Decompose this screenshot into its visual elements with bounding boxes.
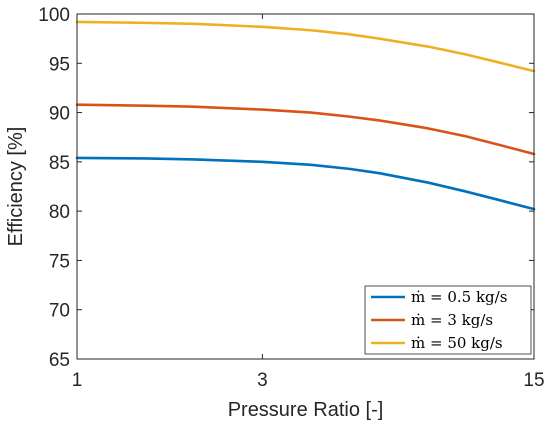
y-tick-label: 100 xyxy=(38,5,70,26)
series-layer xyxy=(75,20,536,211)
legend: ṁ = 0.5 kg/s ṁ = 3 kg/s ṁ = 50 kg/s xyxy=(364,285,532,355)
x-tick-label: 1 xyxy=(72,370,83,391)
series-line-1 xyxy=(75,103,536,156)
axes-box xyxy=(76,13,535,360)
y-tick-label: 75 xyxy=(49,251,70,272)
y-tick-label: 95 xyxy=(49,54,70,75)
legend-items: ṁ = 0.5 kg/s ṁ = 3 kg/s ṁ = 50 kg/s xyxy=(371,288,507,352)
x-tick-label: 15 xyxy=(523,370,544,391)
y-axis-label: Efficiency [%] xyxy=(5,127,27,247)
y-tick-label: 80 xyxy=(49,202,70,223)
x-tick-label: 3 xyxy=(257,370,268,391)
y-tick-label: 70 xyxy=(49,301,70,322)
legend-entry-label: ṁ = 0.5 kg/s xyxy=(411,288,507,306)
y-tick-label: 85 xyxy=(49,153,70,174)
legend-entry-label: ṁ = 50 kg/s xyxy=(411,334,503,352)
series-line-0 xyxy=(75,156,536,211)
y-tick-label: 65 xyxy=(49,350,70,371)
ticks-layer: 1 3 15 65 70 75 80 85 90 95 100 xyxy=(38,5,544,391)
x-axis-label: Pressure Ratio [-] xyxy=(228,399,384,421)
y-tick-label: 90 xyxy=(49,104,70,125)
series-line-2 xyxy=(75,20,536,73)
legend-entry-label: ṁ = 3 kg/s xyxy=(411,311,493,329)
